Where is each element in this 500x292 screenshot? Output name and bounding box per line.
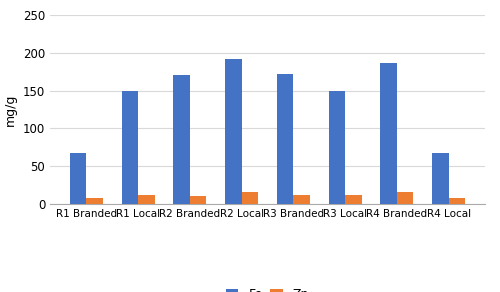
- Bar: [397, 192, 413, 204]
- Bar: [294, 195, 310, 204]
- Bar: [122, 91, 138, 204]
- Bar: [190, 196, 206, 204]
- Bar: [174, 75, 190, 204]
- Bar: [432, 153, 448, 204]
- Bar: [277, 74, 293, 204]
- Bar: [225, 59, 242, 204]
- Bar: [242, 192, 258, 204]
- Bar: [380, 63, 397, 204]
- Bar: [448, 198, 465, 204]
- Bar: [86, 198, 103, 204]
- Bar: [138, 195, 154, 204]
- Bar: [328, 91, 345, 204]
- Bar: [345, 195, 362, 204]
- Y-axis label: mg/g: mg/g: [4, 93, 18, 126]
- Legend: Fe, Zn: Fe, Zn: [221, 283, 314, 292]
- Bar: [70, 153, 86, 204]
